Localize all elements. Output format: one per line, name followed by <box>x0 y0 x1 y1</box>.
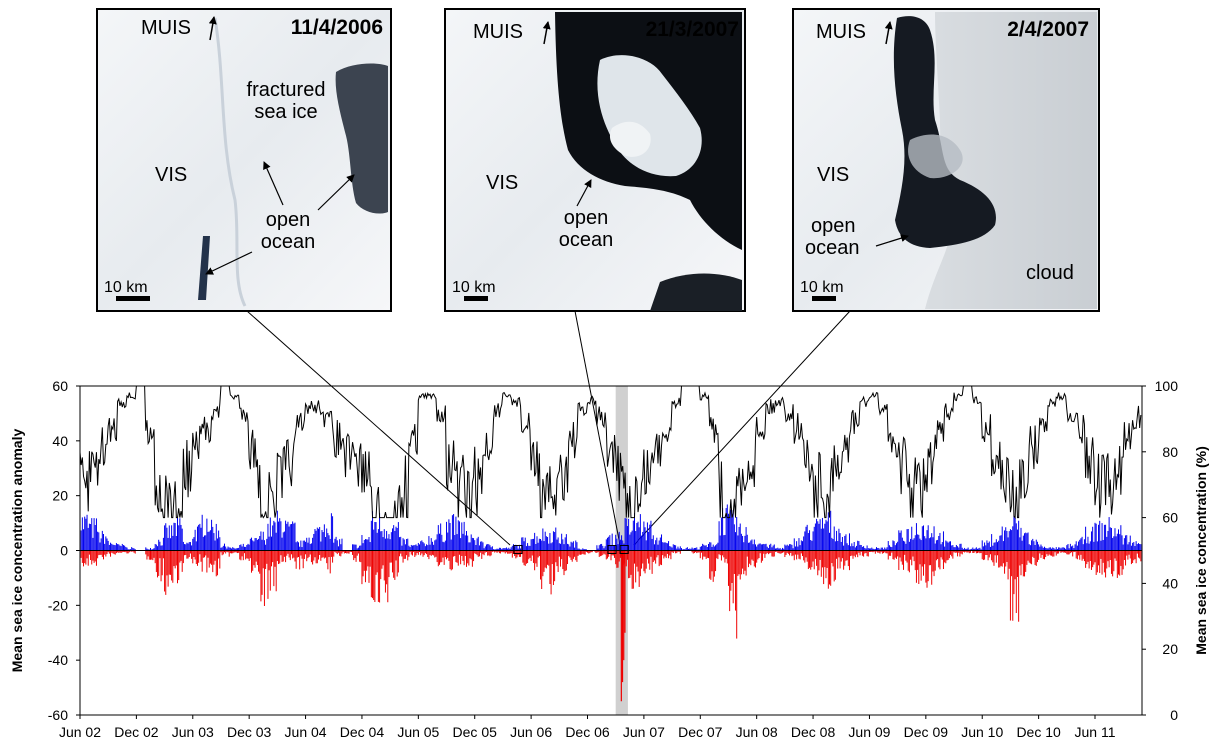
pointer-arrow <box>263 161 284 206</box>
north-arrow <box>542 21 551 45</box>
left-axis-ticks: -60 -40 -20 0 20 40 60 <box>48 378 80 723</box>
panel-muis-label: MUIS <box>141 17 191 39</box>
pointer-arrow <box>205 251 253 275</box>
x-tick-label: Jun 08 <box>736 724 778 740</box>
right-axis-ticks: 0 20 40 60 80 100 <box>1142 378 1178 723</box>
x-tick-label: Dec 09 <box>904 724 949 740</box>
connector-line <box>574 310 621 546</box>
x-tick-label: Dec 05 <box>453 724 498 740</box>
scale-bar <box>116 296 150 301</box>
connector-line <box>633 310 851 546</box>
panel-muis-label: MUIS <box>473 21 523 43</box>
x-tick-label: Jun 11 <box>1075 724 1116 740</box>
dark-ocean <box>893 16 996 248</box>
dark-ocean <box>335 63 388 214</box>
panel-ocean-label: ocean <box>805 237 860 259</box>
pointer-arrow <box>576 179 592 207</box>
y-axis-title-left: Mean sea ice concentration anomaly <box>9 429 25 673</box>
y-tick-label-right: 60 <box>1162 510 1178 526</box>
dark-ocean <box>650 273 742 311</box>
panel-date: 2/4/2007 <box>1007 18 1089 41</box>
x-axis-ticks: Jun 02 Dec 02 Jun 03 Dec 03 Jun 04 Dec 04 Jun … <box>59 715 1116 740</box>
north-arrow <box>884 21 893 45</box>
panel-open-label: open <box>811 215 856 237</box>
panel-scale-label: 10 km <box>452 279 496 296</box>
panel-open-label: open <box>564 207 609 229</box>
panel-scale-label: 10 km <box>104 279 148 296</box>
ice-floes <box>609 121 651 157</box>
x-tick-label: Jun 07 <box>623 724 665 740</box>
positive-anomaly-bars <box>79 504 1142 551</box>
y-tick-label: 60 <box>52 378 68 394</box>
scale-bar <box>464 296 488 301</box>
x-tick-label: Jun 04 <box>285 724 327 740</box>
satellite-panel-1: MUIS 11/4/2006 fractured sea ice VIS ope… <box>96 8 392 312</box>
panel-seaice-label: sea ice <box>254 101 317 123</box>
panel-muis-label: MUIS <box>816 21 866 43</box>
x-tick-label: Jun 06 <box>510 724 552 740</box>
y-tick-label: -20 <box>48 597 68 613</box>
panel-fractured-label: fractured <box>247 79 326 101</box>
x-tick-label: Dec 03 <box>227 724 272 740</box>
y-tick-label-right: 100 <box>1155 378 1179 394</box>
y-tick-label: 0 <box>60 543 68 559</box>
panel-open-label: open <box>266 209 311 231</box>
dark-crack <box>198 236 210 300</box>
negative-anomaly-bars <box>79 550 1142 702</box>
y-tick-label: 20 <box>52 488 68 504</box>
scale-bar <box>812 296 836 301</box>
x-tick-label: Dec 04 <box>340 724 385 740</box>
x-tick-label: Jun 09 <box>848 724 890 740</box>
panel-ocean-label: ocean <box>261 231 316 253</box>
panel-scale-label: 10 km <box>800 279 844 296</box>
y-tick-label-right: 0 <box>1170 707 1178 723</box>
panel-image <box>96 8 392 312</box>
satellite-panel-2: MUIS 21/3/2007 VIS open ocean 10 km <box>444 8 746 312</box>
event-marker <box>513 545 523 554</box>
panel-date: 21/3/2007 <box>646 18 739 41</box>
connector-line <box>246 310 511 546</box>
satellite-panel-3: MUIS 2/4/2007 VIS open ocean cloud 10 km <box>792 8 1100 312</box>
panel-vis-label: VIS <box>486 172 518 194</box>
y-tick-label-right: 80 <box>1162 444 1178 460</box>
panel-vis-label: VIS <box>155 164 187 186</box>
event-marker <box>607 545 617 554</box>
panel-cloud-label: cloud <box>1026 262 1074 284</box>
north-arrow <box>208 16 217 41</box>
x-tick-label: Jun 05 <box>397 724 439 740</box>
concentration-line <box>79 385 1142 519</box>
y-tick-label-right: 20 <box>1162 641 1178 657</box>
y-tick-label: 40 <box>52 433 68 449</box>
y-axis-title-right: Mean sea ice concentration (%) <box>1193 446 1209 655</box>
x-tick-label: Jun 03 <box>172 724 214 740</box>
pointer-arrow <box>875 234 909 247</box>
panel-date: 11/4/2006 <box>291 16 383 39</box>
event-marker <box>619 545 629 554</box>
panel-vis-label: VIS <box>817 164 849 186</box>
y-tick-label-right: 40 <box>1162 575 1178 591</box>
y-tick-label: -60 <box>48 707 68 723</box>
x-tick-label: Jun 10 <box>961 724 1003 740</box>
pointer-arrow <box>317 174 355 211</box>
cloud-wisp <box>908 134 963 179</box>
x-tick-label: Jun 02 <box>59 724 101 740</box>
x-tick-label: Dec 06 <box>565 724 610 740</box>
chart-area: -60 -40 -20 0 20 40 60 0 20 40 60 80 100 Jun 02 Dec … <box>9 378 1209 740</box>
ice-ridge <box>213 17 247 307</box>
y-tick-label: -40 <box>48 652 68 668</box>
panel-ocean-label: ocean <box>559 229 614 251</box>
x-tick-label: Dec 10 <box>1016 724 1061 740</box>
connector-lines <box>246 310 851 546</box>
x-tick-label: Dec 08 <box>791 724 836 740</box>
x-tick-label: Dec 07 <box>678 724 723 740</box>
x-tick-label: Dec 02 <box>114 724 159 740</box>
